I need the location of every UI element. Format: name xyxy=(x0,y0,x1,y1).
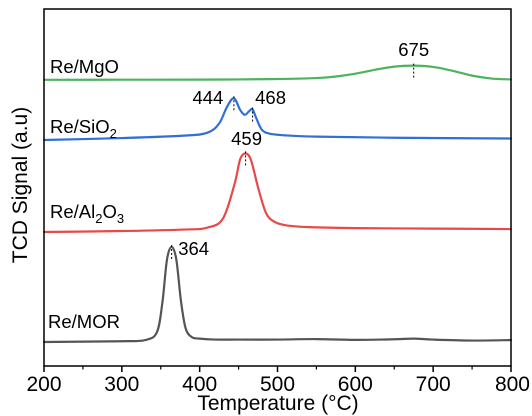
x-ticks: 200 300 400 500 600 700 800 xyxy=(26,366,530,396)
series-line-mgo xyxy=(42,64,513,81)
peak-markers: 675 444 468 459 364 xyxy=(171,39,429,261)
series-label-mor: Re/MOR xyxy=(48,311,120,332)
x-tick-label: 500 xyxy=(260,373,295,396)
peak-label-364: 364 xyxy=(178,238,209,259)
x-tick-label: 200 xyxy=(26,373,61,396)
x-axis-title: Temperature (°C) xyxy=(197,392,358,415)
x-tick-label: 700 xyxy=(416,373,451,396)
x-tick-label: 400 xyxy=(182,373,217,396)
series-line-al2o3 xyxy=(42,152,513,234)
x-tick-label: 600 xyxy=(338,373,373,396)
peak-label-675: 675 xyxy=(398,39,429,60)
series-label-al2o3: Re/Al2O3 xyxy=(50,201,124,226)
x-tick-label: 800 xyxy=(495,373,530,396)
x-tick-label: 300 xyxy=(104,373,139,396)
series-line-sio2 xyxy=(42,97,513,142)
peak-label-468: 468 xyxy=(255,87,286,108)
series-label-sio2: Re/SiO2 xyxy=(50,116,117,141)
series-label-mgo: Re/MgO xyxy=(50,56,119,77)
peak-label-444: 444 xyxy=(192,87,223,108)
y-axis-title: TCD Signal (a.u) xyxy=(9,107,32,263)
chart-traces xyxy=(42,64,513,344)
series-line-mor xyxy=(42,245,513,344)
peak-label-459: 459 xyxy=(231,128,262,149)
